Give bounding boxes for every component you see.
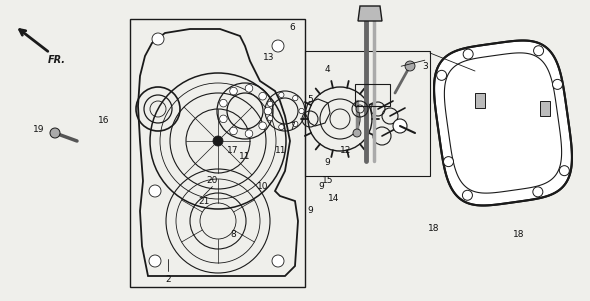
- Text: 17: 17: [227, 146, 239, 155]
- Circle shape: [559, 166, 569, 176]
- Circle shape: [299, 108, 304, 114]
- Bar: [305, 51, 430, 176]
- Circle shape: [272, 40, 284, 52]
- Text: 5: 5: [307, 95, 313, 104]
- Circle shape: [353, 129, 361, 137]
- Circle shape: [264, 107, 272, 115]
- Text: 3: 3: [422, 62, 428, 71]
- Text: 9: 9: [319, 182, 324, 191]
- Circle shape: [149, 185, 161, 197]
- Text: 9: 9: [324, 158, 330, 167]
- Circle shape: [393, 119, 407, 133]
- Text: 10: 10: [257, 182, 268, 191]
- Text: 19: 19: [32, 125, 44, 134]
- Text: 21: 21: [198, 197, 209, 206]
- Text: 15: 15: [322, 176, 333, 185]
- Text: 8: 8: [230, 230, 236, 239]
- Polygon shape: [434, 41, 572, 206]
- Polygon shape: [475, 93, 485, 108]
- Circle shape: [245, 85, 253, 92]
- Circle shape: [463, 190, 473, 200]
- Text: 20: 20: [206, 176, 218, 185]
- Circle shape: [259, 122, 267, 130]
- Circle shape: [533, 46, 543, 56]
- Circle shape: [219, 115, 227, 123]
- Circle shape: [278, 124, 284, 130]
- Circle shape: [230, 127, 237, 135]
- Text: 13: 13: [263, 53, 274, 62]
- Circle shape: [267, 116, 273, 121]
- Bar: [130, 19, 305, 287]
- Circle shape: [437, 70, 447, 80]
- Text: 12: 12: [339, 146, 351, 155]
- Circle shape: [272, 255, 284, 267]
- Circle shape: [267, 101, 273, 107]
- Text: 18: 18: [428, 224, 440, 233]
- Circle shape: [245, 130, 253, 138]
- Circle shape: [219, 99, 227, 107]
- Text: 9: 9: [307, 206, 313, 215]
- Text: FR.: FR.: [48, 55, 66, 65]
- Text: 14: 14: [327, 194, 339, 203]
- Circle shape: [149, 255, 161, 267]
- Circle shape: [293, 95, 298, 101]
- Circle shape: [259, 92, 267, 100]
- Text: 2: 2: [165, 275, 171, 284]
- Text: 11: 11: [274, 146, 286, 155]
- Polygon shape: [540, 101, 550, 116]
- Text: 7: 7: [289, 122, 295, 131]
- Circle shape: [50, 128, 60, 138]
- Circle shape: [152, 33, 164, 45]
- Text: 18: 18: [513, 230, 525, 239]
- Circle shape: [278, 92, 284, 98]
- Text: 6: 6: [289, 23, 295, 32]
- Circle shape: [533, 187, 543, 197]
- Text: 4: 4: [324, 65, 330, 74]
- Polygon shape: [358, 6, 382, 21]
- Bar: [355, 84, 390, 106]
- Circle shape: [293, 121, 298, 126]
- Circle shape: [213, 136, 223, 146]
- Circle shape: [463, 49, 473, 59]
- Circle shape: [230, 87, 237, 95]
- Circle shape: [405, 61, 415, 71]
- Text: 11: 11: [239, 152, 251, 161]
- Circle shape: [444, 157, 454, 167]
- Circle shape: [552, 79, 562, 89]
- Text: 16: 16: [97, 116, 109, 125]
